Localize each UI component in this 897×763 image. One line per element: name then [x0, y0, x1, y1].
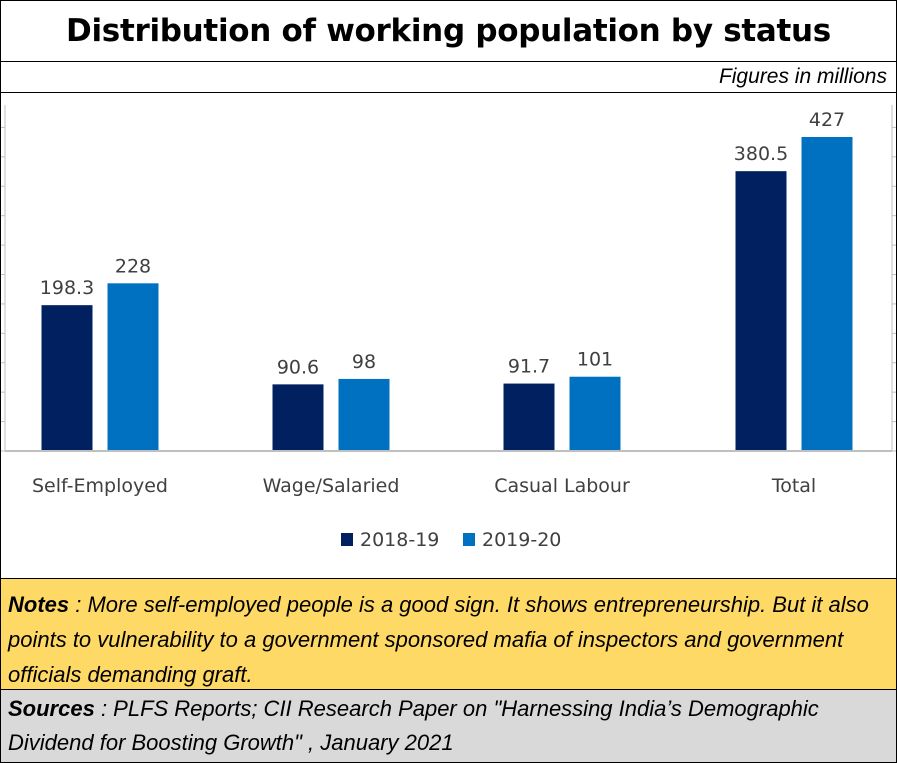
chart-area: 198.3 90.6 91.7 380.5 228 98 101 427 Self-Employ…: [1, 93, 896, 577]
category-label: Wage/Salaried: [263, 475, 400, 497]
data-label: 198.3: [40, 277, 94, 299]
category-label: Total: [771, 475, 816, 497]
bar-2019-20-3: [801, 136, 853, 451]
notes-box: Notes : More self-employed people is a g…: [1, 578, 896, 690]
data-label: 427: [809, 109, 845, 131]
data-label: 91.7: [508, 356, 550, 378]
category-label: Casual Labour: [494, 475, 630, 497]
category-label: Self-Employed: [32, 475, 168, 497]
data-label: 98: [352, 351, 376, 373]
bar-2018-19-0: [41, 305, 93, 451]
data-label: 90.6: [277, 356, 319, 378]
chart-title: Distribution of working population by st…: [66, 13, 831, 49]
sources-box: Sources : PLFS Reports; CII Research Pap…: [1, 690, 896, 762]
data-label: 380.5: [734, 143, 788, 165]
notes-label: Notes: [8, 592, 70, 617]
title-row: Distribution of working population by st…: [1, 1, 896, 62]
data-label: 101: [577, 349, 613, 371]
bar-2019-20-1: [338, 378, 390, 451]
legend-swatch-2019-20: [463, 533, 475, 546]
bar-2018-19-1: [272, 384, 324, 451]
units-row: Figures in millions: [1, 62, 896, 93]
bar-2019-20-0: [107, 283, 159, 451]
sources-label: Sources: [8, 696, 95, 721]
units-note: Figures in millions: [718, 65, 887, 88]
sources-text: : PLFS Reports; CII Research Paper on "H…: [8, 696, 819, 755]
bar-2019-20-2: [569, 376, 621, 451]
notes-text: : More self-employed people is a good si…: [8, 592, 869, 687]
legend-label: 2019-20: [482, 529, 561, 551]
data-label: 228: [115, 255, 151, 277]
bar-2018-19-2: [503, 383, 555, 451]
legend-label: 2018-19: [360, 529, 439, 551]
bar-chart: 198.3 90.6 91.7 380.5 228 98 101 427 Self-Employ…: [1, 105, 896, 551]
bar-2018-19-3: [735, 171, 787, 451]
legend-swatch-2018-19: [341, 533, 353, 546]
